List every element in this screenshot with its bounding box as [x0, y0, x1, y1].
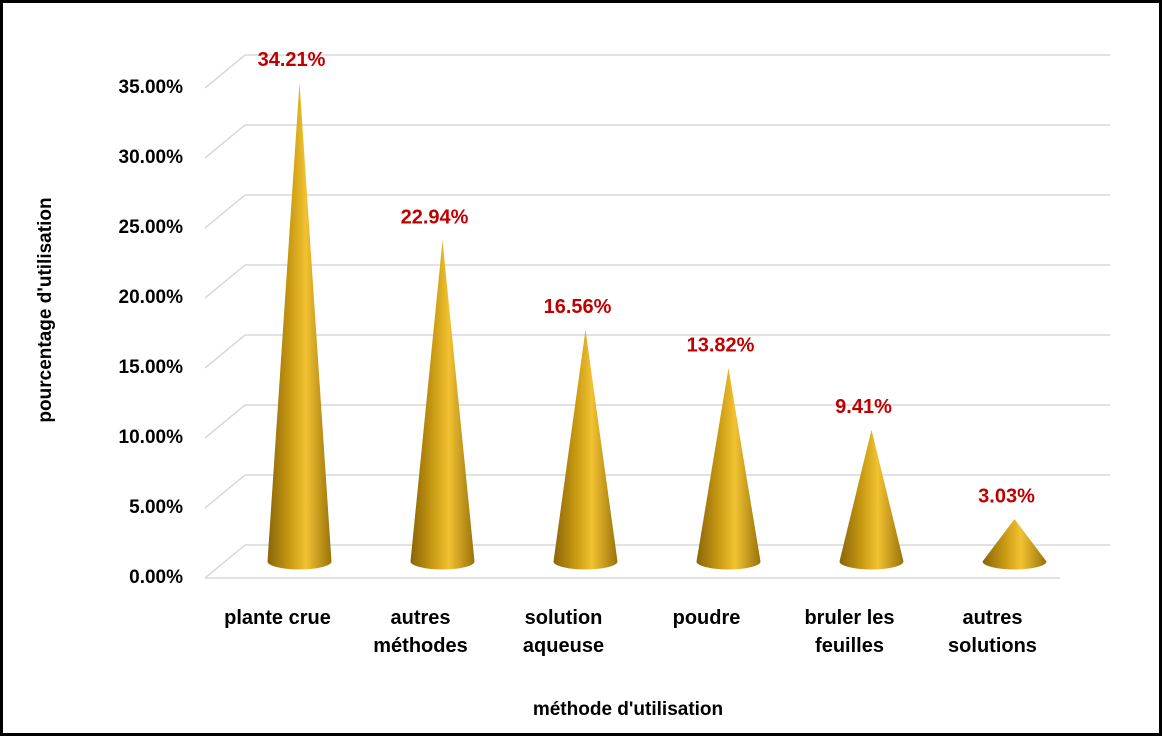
grid-line — [204, 544, 1110, 579]
x-tick-label: autres méthodes — [373, 607, 468, 657]
value-label: 16.56% — [544, 296, 612, 318]
cone — [553, 329, 618, 570]
y-tick-label: 25.00% — [119, 217, 184, 238]
y-tick-label: 15.00% — [119, 357, 184, 378]
y-tick-label: 35.00% — [119, 77, 184, 98]
value-label: 3.03% — [978, 485, 1035, 507]
value-label: 34.21% — [258, 49, 326, 71]
y-tick-label: 10.00% — [119, 427, 184, 448]
grid-line — [204, 124, 1110, 159]
grid-line — [204, 474, 1110, 509]
grid-line — [204, 54, 1110, 89]
x-tick-label: autres solutions — [948, 607, 1037, 657]
x-tick-label: bruler les feuilles — [804, 607, 895, 657]
cone — [410, 240, 475, 570]
x-tick-label: poudre — [672, 607, 741, 629]
cone — [696, 368, 761, 570]
x-axis-title: méthode d'utilisation — [533, 699, 723, 720]
value-label: 9.41% — [835, 396, 892, 418]
y-tick-label: 5.00% — [129, 497, 183, 518]
grid-line — [204, 404, 1110, 439]
cone — [982, 519, 1047, 570]
y-tick-label: 30.00% — [119, 147, 184, 168]
grid-line — [204, 194, 1110, 229]
x-tick-label: solution aqueuse — [522, 607, 605, 657]
cone — [267, 82, 332, 570]
grid-line — [204, 334, 1110, 369]
y-tick-label: 0.00% — [129, 567, 183, 588]
value-label: 22.94% — [401, 207, 469, 229]
x-tick-label: plante crue — [224, 607, 331, 629]
value-label: 13.82% — [687, 334, 755, 356]
cone — [839, 429, 904, 570]
y-tick-label: 20.00% — [119, 287, 184, 308]
grid-line — [204, 264, 1110, 299]
y-axis-title: pourcentage d'utilisation — [35, 197, 56, 422]
